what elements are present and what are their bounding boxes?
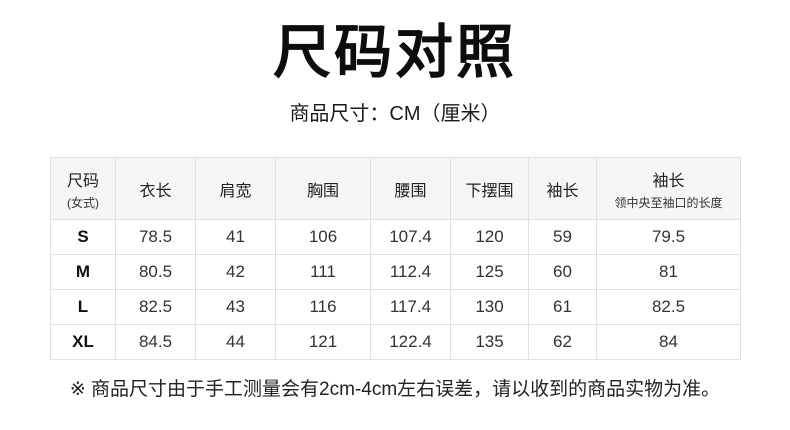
table-cell: 62 <box>528 324 597 360</box>
table-cell: 111 <box>275 254 371 290</box>
table-cell: 41 <box>195 219 276 255</box>
table-cell: 60 <box>528 254 597 290</box>
size-table-container: 尺码 (女式) 衣长 肩宽 胸围 腰围 <box>50 157 741 360</box>
table-cell: 59 <box>528 219 597 255</box>
table-cell: 61 <box>528 289 597 325</box>
header-sublabel: (女式) <box>67 195 99 210</box>
unit-subtitle: 商品尺寸：CM（厘米） <box>289 103 501 125</box>
header-label: 腰围 <box>394 182 427 200</box>
page-title: 尺码对照 <box>272 20 517 85</box>
table-cell: 79.5 <box>596 219 741 255</box>
table-row-m: M 80.5 42 111 112.4 125 60 81 <box>50 254 741 290</box>
header-cell-shoulder-width: 肩宽 <box>195 157 276 220</box>
table-cell: 121 <box>275 324 371 360</box>
header-label: 肩宽 <box>219 182 252 200</box>
table-cell: 42 <box>195 254 276 290</box>
table-cell: 112.4 <box>370 254 451 290</box>
table-cell: 44 <box>195 324 276 360</box>
table-row-s: S 78.5 41 106 107.4 120 59 79.5 <box>50 219 741 255</box>
header-label: 尺码 <box>66 172 99 190</box>
measurement-disclaimer-note: ※ 商品尺寸由于手工测量会有2cm-4cm左右误差，请以收到的商品实物为准。 <box>69 379 721 400</box>
header-cell-hem: 下摆围 <box>450 157 529 220</box>
table-cell: 82.5 <box>596 289 741 325</box>
table-cell: 107.4 <box>370 219 451 255</box>
table-cell: 116 <box>275 289 371 325</box>
table-cell: 106 <box>275 219 371 255</box>
header-label: 袖长 <box>546 182 579 200</box>
table-cell: 84 <box>596 324 741 360</box>
table-cell: 82.5 <box>115 289 196 325</box>
table-row-l: L 82.5 43 116 117.4 130 61 82.5 <box>50 289 741 325</box>
table-cell: 120 <box>450 219 529 255</box>
table-cell: 135 <box>450 324 529 360</box>
header-label: 下摆围 <box>465 182 514 200</box>
table-cell: 84.5 <box>115 324 196 360</box>
size-table: 尺码 (女式) 衣长 肩宽 胸围 腰围 <box>50 157 741 360</box>
size-cell: L <box>50 289 116 325</box>
header-label: 胸围 <box>306 182 339 200</box>
table-cell: 81 <box>596 254 741 290</box>
table-cell: 117.4 <box>370 289 451 325</box>
header-cell-garment-length: 衣长 <box>115 157 196 220</box>
table-cell: 80.5 <box>115 254 196 290</box>
table-cell: 130 <box>450 289 529 325</box>
size-cell: XL <box>50 324 116 360</box>
header-label: 衣长 <box>139 182 172 200</box>
size-cell: S <box>50 219 116 255</box>
header-label: 袖长 <box>652 172 685 190</box>
header-cell-bust: 胸围 <box>275 157 371 220</box>
header-cell-size: 尺码 (女式) <box>50 157 116 220</box>
header-cell-sleeve-length: 袖长 <box>528 157 597 220</box>
header-cell-sleeve-length-from-collar: 袖长 领中央至袖口的长度 <box>596 157 741 220</box>
header-cell-waist: 腰围 <box>370 157 451 220</box>
size-cell: M <box>50 254 116 290</box>
table-cell: 78.5 <box>115 219 196 255</box>
header-sublabel: 领中央至袖口的长度 <box>614 195 723 210</box>
table-cell: 125 <box>450 254 529 290</box>
table-row-xl: XL 84.5 44 121 122.4 135 62 84 <box>50 324 741 360</box>
table-cell: 43 <box>195 289 276 325</box>
header-row: 尺码 (女式) 衣长 肩宽 胸围 腰围 <box>50 157 741 220</box>
table-cell: 122.4 <box>370 324 451 360</box>
